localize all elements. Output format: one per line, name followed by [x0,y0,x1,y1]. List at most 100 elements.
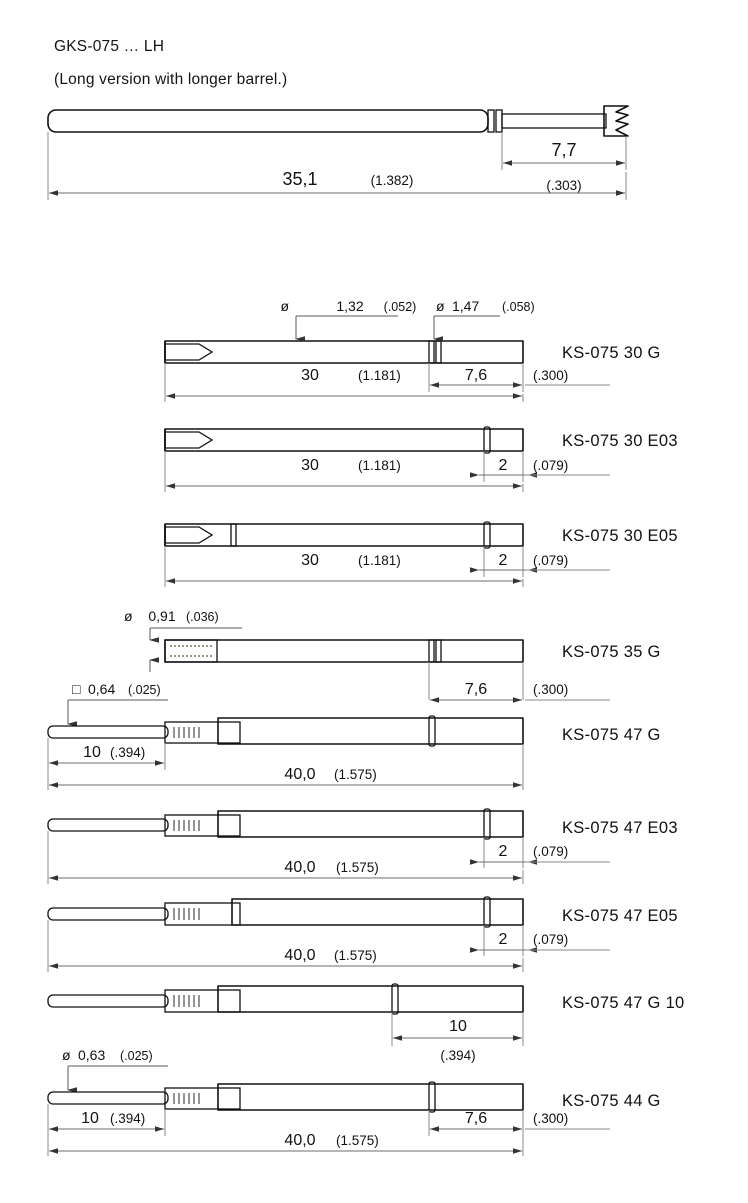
dim-tip-imperial: (.303) [546,178,581,193]
dim-tip-imperial: (.079) [533,932,568,947]
probe-knurl-section [164,1087,241,1110]
variant-row-ks-075-47-e03: 2 (.079) 40,0 (1.575) KS-075 47 E03 [47,808,678,884]
leader-2-symbol: ø [436,298,445,314]
leader-2-metric: 1,47 [452,298,479,314]
dim-overall-imperial: (1.181) [358,553,401,568]
probe-spear-tip [164,526,214,544]
variant-row-ks-075-30-e05: 2 (.079) 30 (1.181) KS-075 30 E05 [164,521,678,587]
page-title: GKS-075 … LH [54,38,165,55]
dim-tip-imperial: (.079) [533,844,568,859]
dim-tip-metric: 7,6 [465,681,487,698]
main-probe-drawing: 7,7 (.303) 35,1 (1.382) [47,105,629,200]
probe-spear-tip [164,343,214,361]
leader-imperial: (.036) [186,610,219,624]
knurl-marks [173,727,200,738]
probe-spear-tip [164,431,214,449]
probe-collar-1 [428,715,436,747]
leader-metric: 0,64 [88,681,115,697]
knurl-marks [173,908,200,920]
dim-overall-imperial: (1.575) [336,860,379,875]
variant-label: KS-075 47 G 10 [562,994,685,1012]
main-probe-crown-tip [603,105,629,137]
probe-barrel [164,340,524,364]
variant-label: KS-075 30 G [562,344,661,362]
leader-1-metric: 1,32 [336,298,363,314]
knurl-marks [173,995,200,1007]
variant-row-ks-075-47-g-10: 10 (.394) KS-075 47 G 10 [47,983,685,1063]
probe-collar-1 [483,426,491,454]
dim-tip-imperial: (.300) [533,1111,568,1126]
probe-barrel [217,985,524,1013]
dim-tip-imperial: (.079) [533,553,568,568]
probe-collar-1 [483,521,491,549]
leader-symbol: ø [124,608,133,624]
dim-overall-metric: 40,0 [284,766,315,783]
probe-barrel [231,898,524,926]
variant-label: KS-075 30 E05 [562,527,678,545]
leader-imperial: (.025) [120,1049,153,1063]
variant-row-ks-075-30-e03: 2 (.079) 30 (1.181) KS-075 30 E03 [164,426,678,492]
dim-tip-metric: 2 [499,552,508,569]
probe-barrel [217,717,524,745]
probe-perforated-tip [164,639,218,663]
probe-barrel [164,428,524,452]
dim-tip-metric: 2 [499,931,508,948]
probe-plunger [47,725,169,739]
leader-imperial: (.025) [128,683,161,697]
probe-collar-2 [435,340,442,364]
variant-row-ks-075-35-g: ø 0,91 (.036) 7,6 (.300) KS-075 35 G [124,608,661,703]
leader-metric: 0,63 [78,1047,105,1063]
leader-symbol: □ [72,681,81,697]
dim-overall-metric: 40,0 [284,947,315,964]
probe-knurl-section [164,814,241,837]
dim-overall-metric: 30 [301,552,319,569]
variant-label: KS-075 30 E03 [562,432,678,450]
leader-metric: 0,91 [148,608,175,624]
dim-tip-metric: 10 [449,1018,467,1035]
dim-overall-metric: 40,0 [284,1132,315,1149]
dim-tip-metric: 2 [499,457,508,474]
dim-overall-imperial: (1.181) [358,458,401,473]
probe-barrel [164,639,524,663]
variant-row-ks-075-47-g: □ 0,64 (.025) 10 (.394) 40,0 ( [47,681,661,790]
knurl-marks [173,820,200,831]
dim-overall-imperial: (1.575) [334,948,377,963]
main-probe-collar-1 [487,109,495,133]
dim-plunger-imperial: (.394) [110,1111,145,1126]
leader-1-symbol-metric: ø [280,298,289,314]
dim-tip-imperial: (.300) [533,682,568,697]
dim-overall-metric: 30 [301,457,319,474]
main-probe-barrel [47,109,489,133]
leader-symbol: ø [62,1047,71,1063]
probe-plunger [47,818,169,832]
dim-overall-imperial: (1.575) [336,1133,379,1148]
probe-knurl-section [164,721,241,744]
dim-tip-metric: 7,6 [465,367,487,384]
dim-overall-metric: 40,0 [284,859,315,876]
probe-plunger [47,1091,169,1105]
page-subtitle: (Long version with longer barrel.) [54,71,288,88]
variant-row-ks-075-47-e05: 2 (.079) 40,0 (1.575) KS-075 47 E05 [47,896,678,972]
dim-overall-metric: 35,1 [282,169,317,189]
dim-plunger-imperial: (.394) [110,745,145,760]
dim-tip-imperial: (.079) [533,458,568,473]
variant-label: KS-075 47 E05 [562,907,678,925]
dim-tip-metric: 2 [499,843,508,860]
main-probe-collar-2 [495,109,503,133]
main-probe-plunger [501,113,607,129]
variant-label: KS-075 47 E03 [562,819,678,837]
leader-1-imperial: (.052) [384,300,417,314]
variant-row-ks-075-44-g: ø 0,63 (.025) 10 (.394) 7,6 [47,1047,661,1156]
variant-label: KS-075 44 G [562,1092,661,1110]
dim-tip-imperial: (.394) [440,1048,475,1063]
probe-plunger [47,907,169,921]
dim-plunger-metric: 10 [83,744,101,761]
probe-collar-1 [483,808,491,840]
dim-tip-metric: 7,6 [465,1110,487,1127]
variant-label: KS-075 47 G [562,726,661,744]
variant-label: KS-075 35 G [562,643,661,661]
probe-collar-1 [428,639,435,663]
dim-tip-imperial: (.300) [533,368,568,383]
dim-overall-imperial: (1.382) [371,173,414,188]
